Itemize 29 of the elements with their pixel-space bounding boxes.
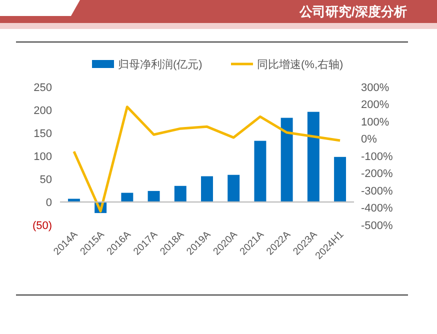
- y2-tick-label: -200%: [361, 168, 394, 180]
- y-tick-label: 0: [46, 196, 52, 209]
- y2-tick-label: -500%: [361, 220, 394, 232]
- y2-tick-label: -100%: [361, 150, 394, 163]
- y2-tick-label: 200%: [361, 99, 390, 112]
- bar: [307, 112, 320, 202]
- bar: [174, 186, 186, 202]
- y2-tick-label: -300%: [361, 185, 394, 198]
- y-tick-label: 200: [34, 104, 52, 117]
- y2-tick-label: -400%: [361, 202, 394, 215]
- y-tick-label: 250: [34, 82, 52, 94]
- y-tick-label: 100: [34, 150, 52, 163]
- line-series: [72, 106, 342, 212]
- bar: [280, 118, 293, 202]
- bar: [254, 140, 266, 202]
- legend-label: 归母净利润(亿元): [118, 58, 202, 71]
- y2-tick-label: 300%: [361, 82, 390, 94]
- y2-tick-label: 100%: [361, 116, 390, 128]
- y-tick-label: 50: [40, 174, 52, 186]
- bar: [148, 190, 160, 202]
- bar: [201, 176, 213, 202]
- y-tick-label: 150: [34, 128, 52, 140]
- bar: [228, 174, 240, 202]
- text: 公司研究/深度分析: [298, 4, 407, 19]
- y2-tick-label: 0%: [361, 134, 378, 146]
- bar: [121, 192, 134, 202]
- y-tick-label: (50): [32, 220, 52, 232]
- bar: [334, 156, 346, 202]
- legend-label: 同比增速(%,右轴): [257, 58, 344, 71]
